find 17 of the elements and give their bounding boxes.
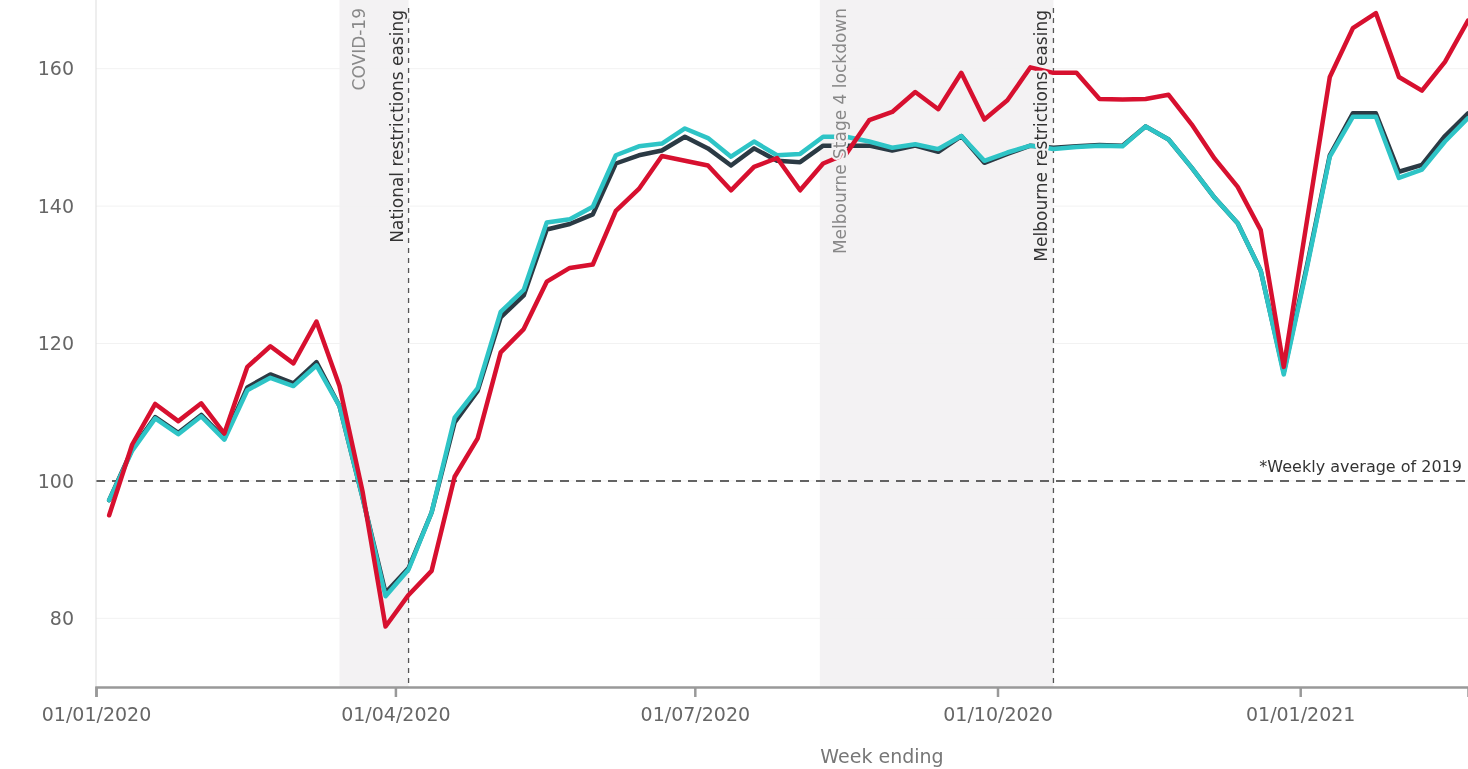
line-series	[106, 10, 1468, 629]
y-tick-label: 80	[49, 606, 74, 629]
y-tick-label: 120	[37, 332, 74, 355]
y-tick-label: 100	[37, 469, 74, 492]
ref-line-label: Melbourne restrictions easing	[1031, 10, 1052, 262]
x-tick-label: 01/04/2020	[341, 702, 451, 725]
y-tick-label: 140	[37, 194, 74, 217]
y-tick-label: 160	[37, 57, 74, 80]
ref-line-label: *Weekly average of 2019	[1259, 456, 1462, 476]
x-tick-label: 01/01/2021	[1245, 702, 1356, 725]
band-label: COVID-19	[349, 8, 370, 91]
x-axis-title: Week ending	[820, 745, 944, 767]
x-tick-label: 01/01/2020	[41, 702, 152, 725]
band-label: Melbourne Stage 4 lockdown	[829, 8, 850, 255]
x-tick-label: 01/10/2020	[943, 702, 1053, 725]
ref-line-label: National restrictions easing	[386, 10, 407, 243]
x-tick-label: 01/07/2020	[640, 702, 751, 725]
